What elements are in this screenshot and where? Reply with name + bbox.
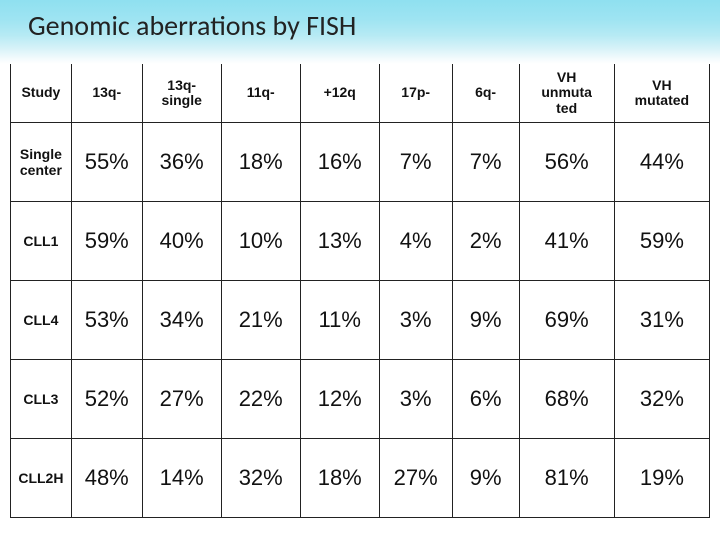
cell: 7% — [379, 123, 452, 202]
cell: 6% — [452, 360, 519, 439]
cell: 9% — [452, 439, 519, 518]
col-17p: 17p- — [379, 64, 452, 123]
cell: 34% — [142, 281, 221, 360]
table-row: CLL4 53% 34% 21% 11% 3% 9% 69% 31% — [11, 281, 710, 360]
table-row: CLL3 52% 27% 22% 12% 3% 6% 68% 32% — [11, 360, 710, 439]
cell: 52% — [71, 360, 142, 439]
col-vh-unmut: VHunmutated — [519, 64, 614, 123]
slide: Genomic aberrations by FISH Study 13q- 1… — [0, 0, 720, 540]
cell: 59% — [71, 202, 142, 281]
cell: 11% — [300, 281, 379, 360]
cell: 31% — [614, 281, 709, 360]
cell: 68% — [519, 360, 614, 439]
cell: 3% — [379, 281, 452, 360]
cell: 3% — [379, 360, 452, 439]
cell: 7% — [452, 123, 519, 202]
table-row: CLL2H 48% 14% 32% 18% 27% 9% 81% 19% — [11, 439, 710, 518]
cell: 59% — [614, 202, 709, 281]
page-title: Genomic aberrations by FISH — [28, 8, 356, 43]
col-11q: 11q- — [221, 64, 300, 123]
header-band: Genomic aberrations by FISH — [0, 0, 720, 64]
cell: 2% — [452, 202, 519, 281]
col-13q: 13q- — [71, 64, 142, 123]
cell: 16% — [300, 123, 379, 202]
cell: 27% — [379, 439, 452, 518]
fish-table: Study 13q- 13q-single 11q- +12q 17p- 6q-… — [10, 64, 710, 518]
cell: 18% — [300, 439, 379, 518]
table-row: Singlecenter 55% 36% 18% 16% 7% 7% 56% 4… — [11, 123, 710, 202]
row-label: Singlecenter — [11, 123, 72, 202]
cell: 36% — [142, 123, 221, 202]
header-row: Study 13q- 13q-single 11q- +12q 17p- 6q-… — [11, 64, 710, 123]
cell: 81% — [519, 439, 614, 518]
col-study: Study — [11, 64, 72, 123]
cell: 13% — [300, 202, 379, 281]
cell: 44% — [614, 123, 709, 202]
row-label: CLL4 — [11, 281, 72, 360]
cell: 18% — [221, 123, 300, 202]
cell: 69% — [519, 281, 614, 360]
cell: 32% — [221, 439, 300, 518]
cell: 12% — [300, 360, 379, 439]
col-vh-mut: VHmutated — [614, 64, 709, 123]
table-body: Singlecenter 55% 36% 18% 16% 7% 7% 56% 4… — [11, 123, 710, 518]
col-6q: 6q- — [452, 64, 519, 123]
row-label: CLL2H — [11, 439, 72, 518]
table-row: CLL1 59% 40% 10% 13% 4% 2% 41% 59% — [11, 202, 710, 281]
cell: 48% — [71, 439, 142, 518]
cell: 40% — [142, 202, 221, 281]
cell: 21% — [221, 281, 300, 360]
cell: 56% — [519, 123, 614, 202]
cell: 14% — [142, 439, 221, 518]
cell: 27% — [142, 360, 221, 439]
cell: 32% — [614, 360, 709, 439]
cell: 22% — [221, 360, 300, 439]
col-plus12q: +12q — [300, 64, 379, 123]
row-label: CLL3 — [11, 360, 72, 439]
cell: 9% — [452, 281, 519, 360]
col-13q-single: 13q-single — [142, 64, 221, 123]
cell: 4% — [379, 202, 452, 281]
row-label: CLL1 — [11, 202, 72, 281]
cell: 55% — [71, 123, 142, 202]
cell: 41% — [519, 202, 614, 281]
cell: 19% — [614, 439, 709, 518]
cell: 53% — [71, 281, 142, 360]
cell: 10% — [221, 202, 300, 281]
